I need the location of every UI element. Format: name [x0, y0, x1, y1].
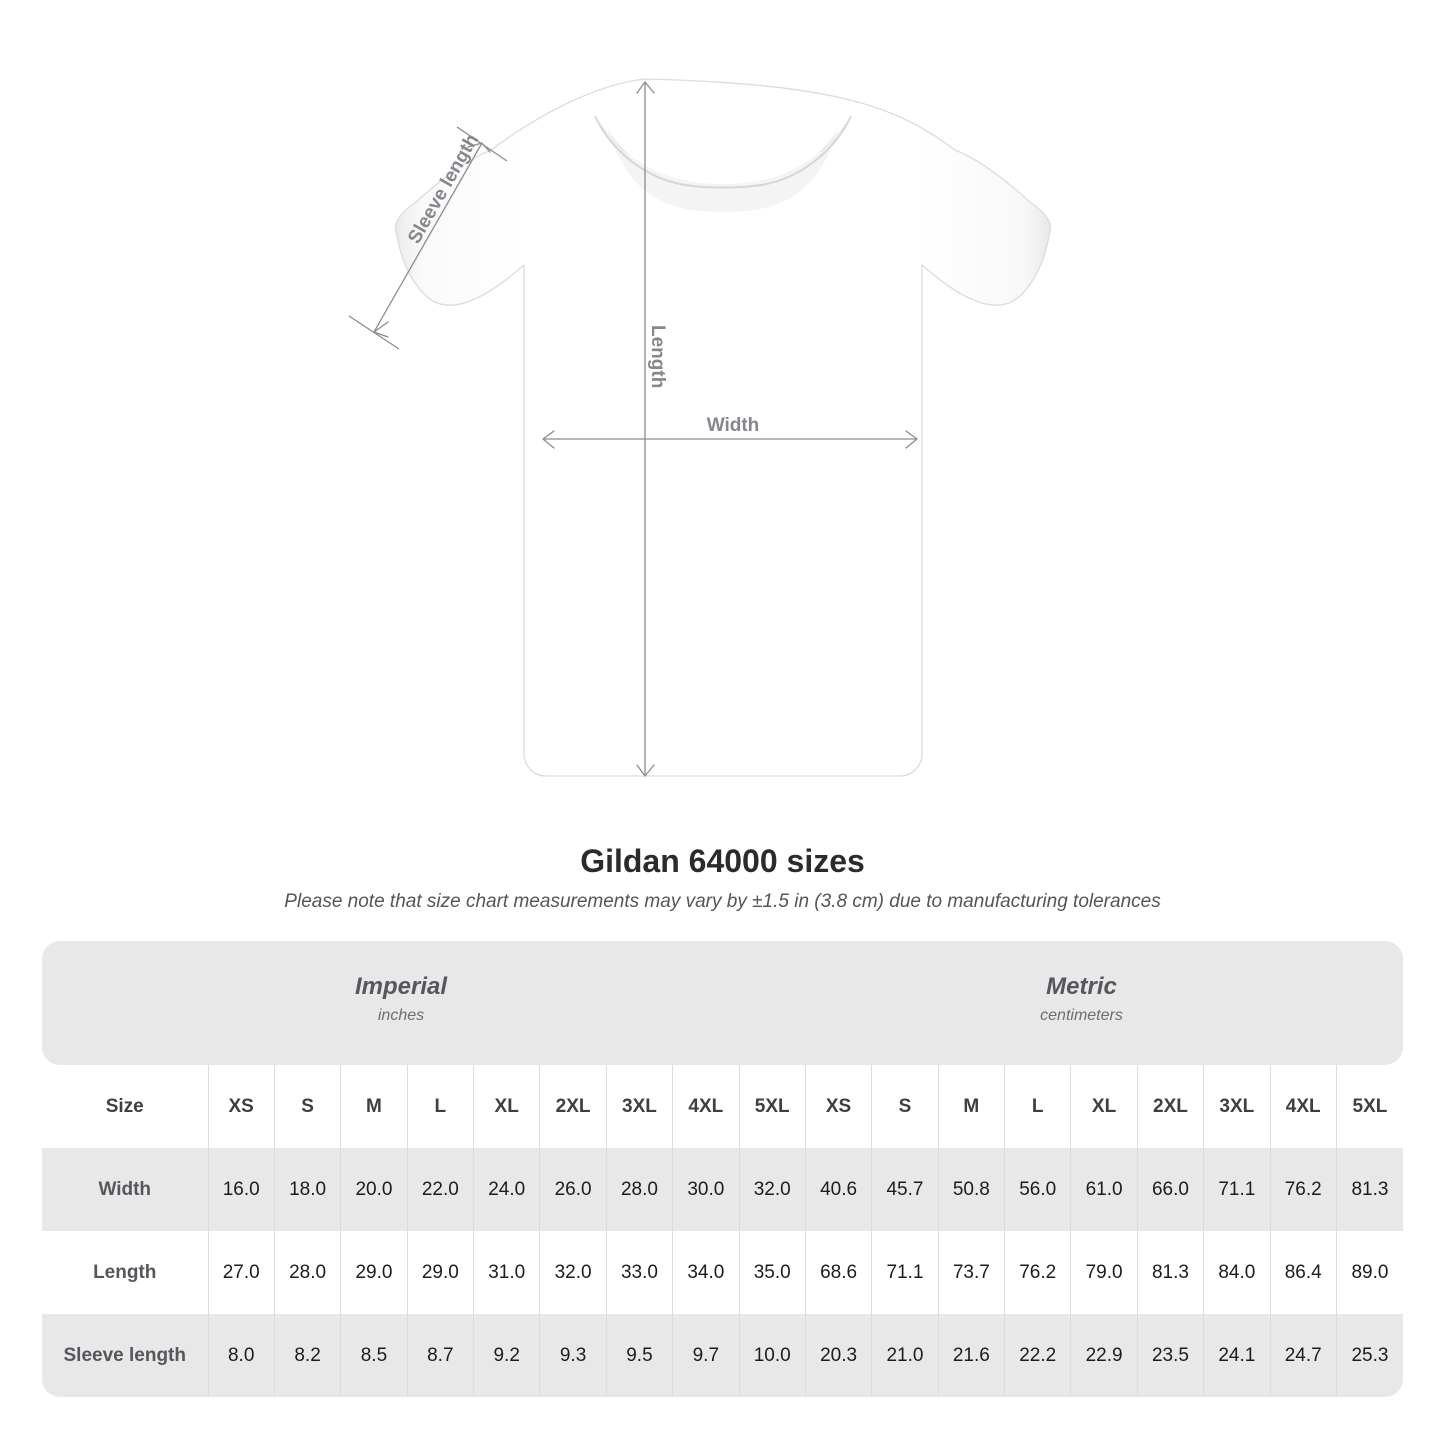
svg-text:Width: Width	[707, 415, 760, 436]
svg-text:Length: Length	[647, 325, 668, 388]
